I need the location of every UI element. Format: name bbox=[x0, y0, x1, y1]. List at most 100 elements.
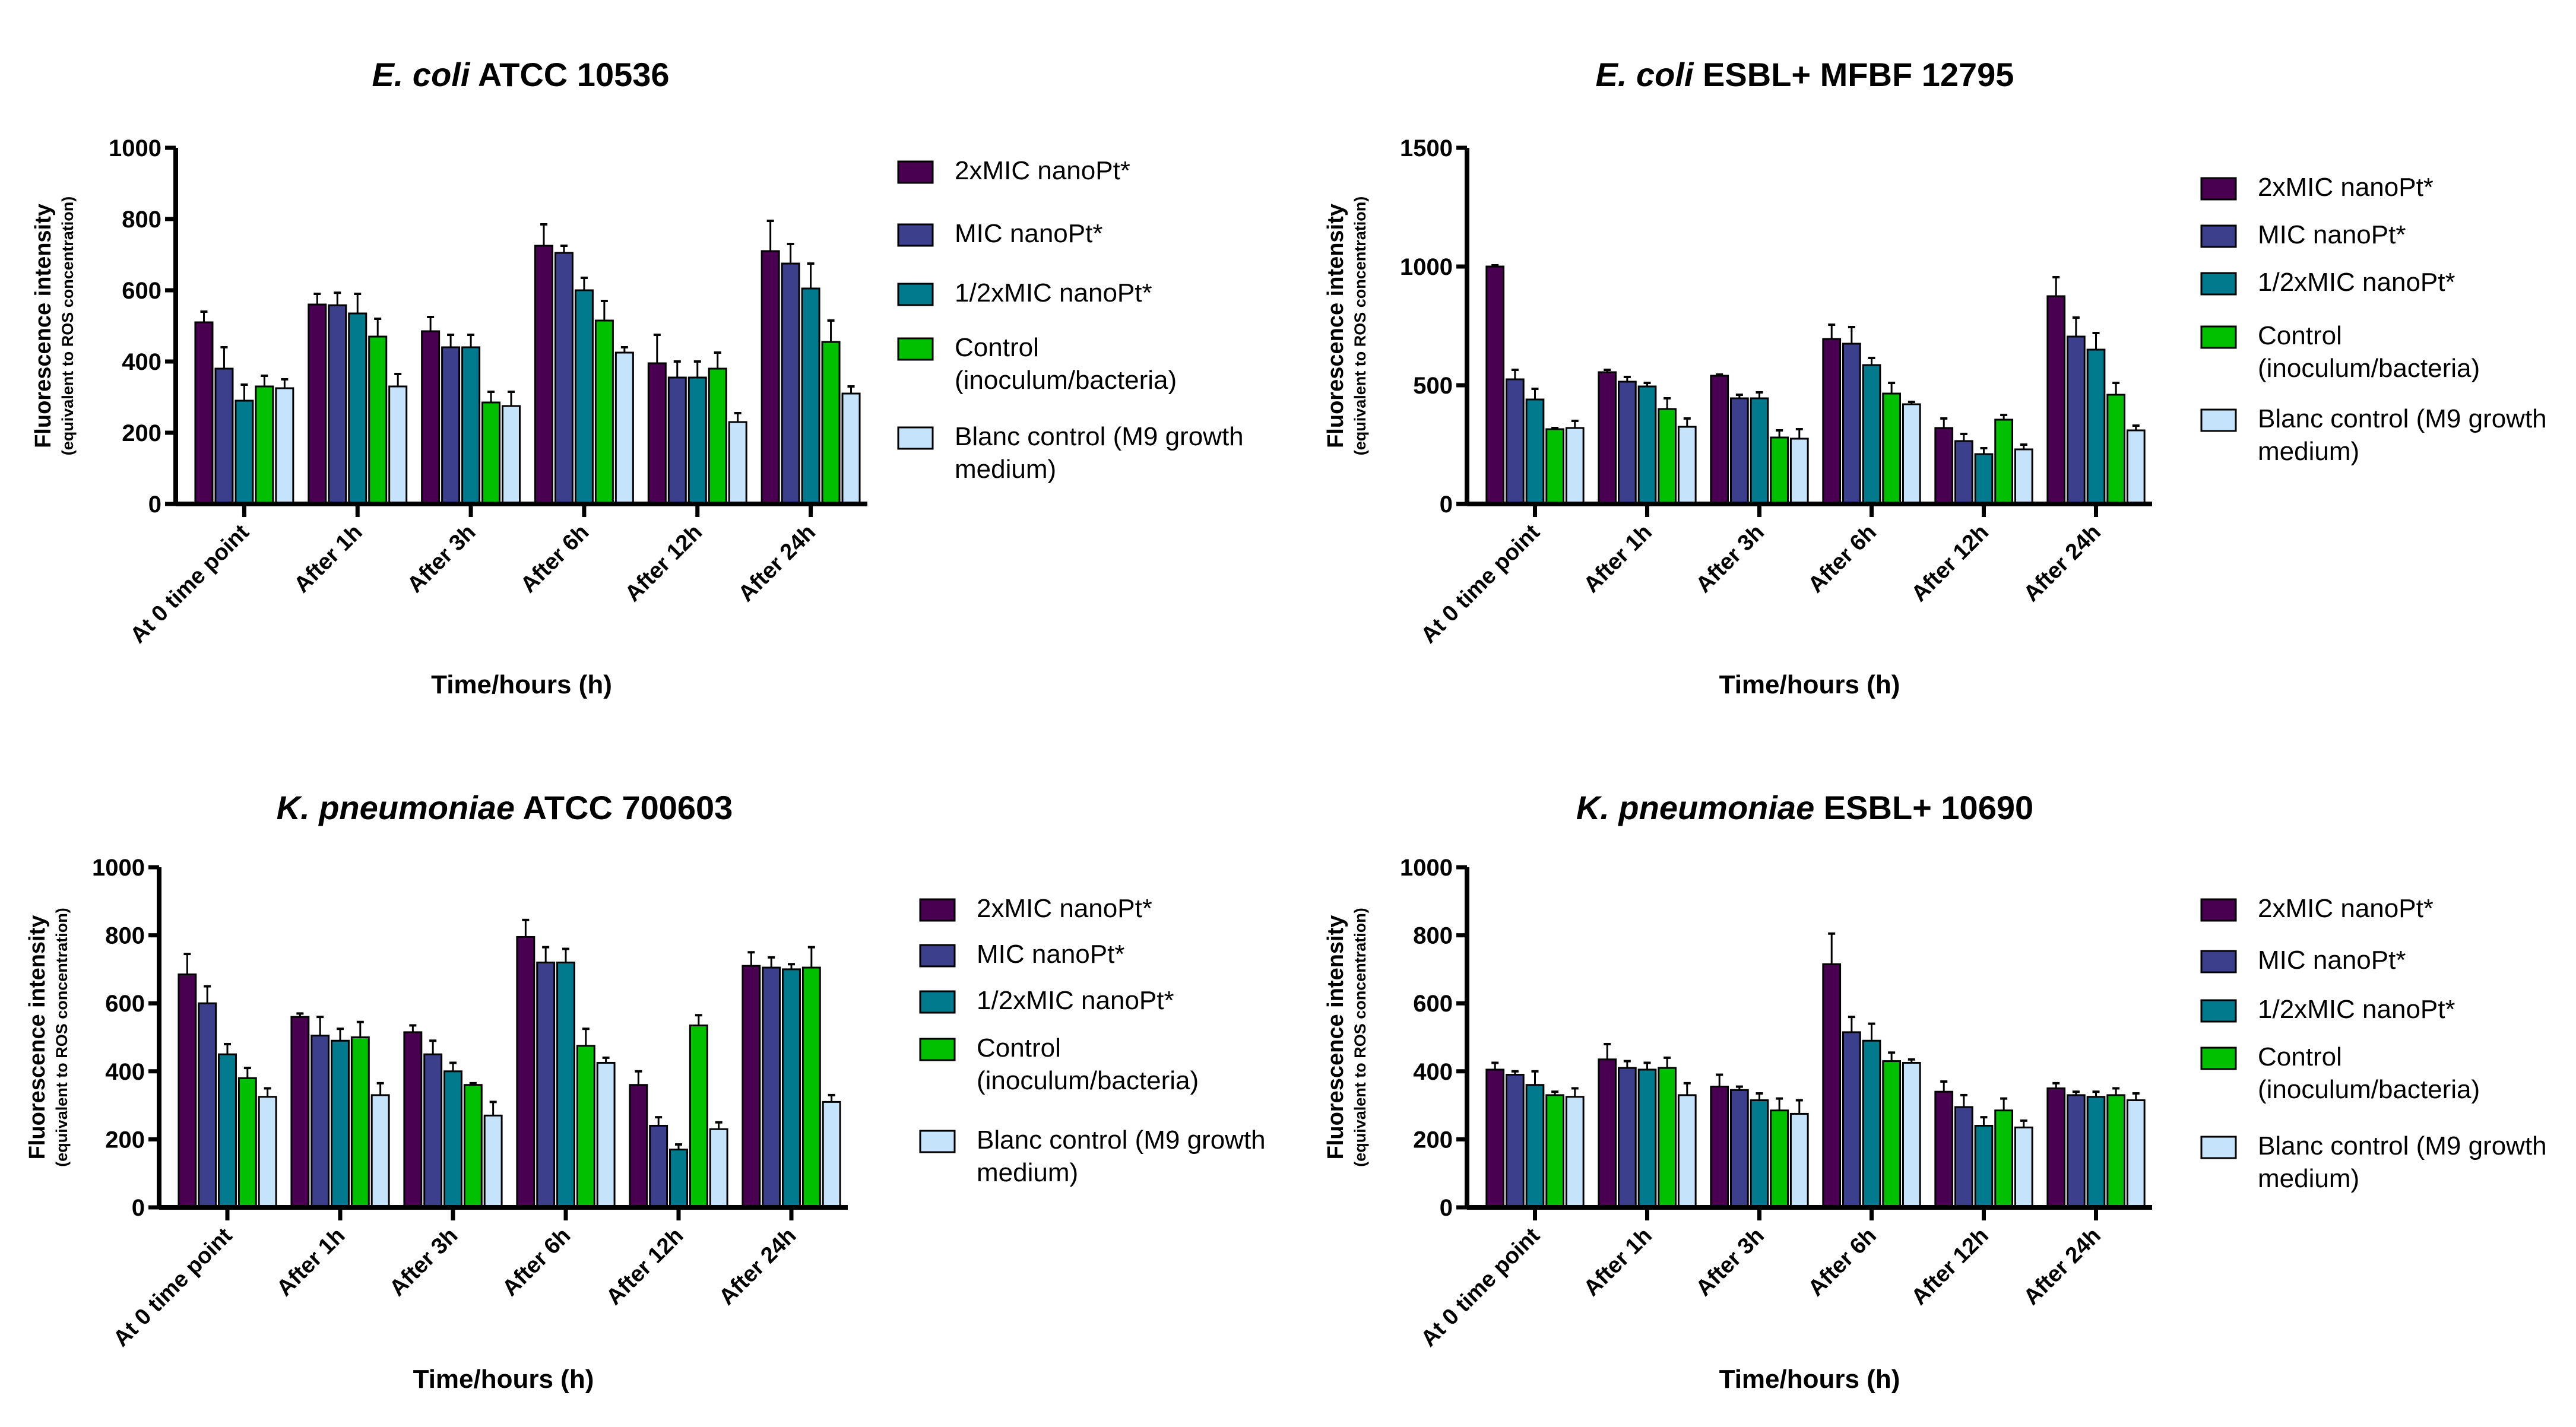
y-tick-label: 600 bbox=[1413, 991, 1453, 1017]
bar bbox=[1789, 437, 1809, 505]
legend-swatch bbox=[2200, 1136, 2237, 1159]
legend-label: 2xMIC nanoPt* bbox=[955, 156, 1130, 185]
legend-label: Blanc control (M9 growth bbox=[977, 1125, 1266, 1155]
y-tick-label: 200 bbox=[122, 420, 161, 446]
legend-label: Control bbox=[2258, 1042, 2342, 1071]
bar bbox=[1505, 378, 1525, 505]
bar bbox=[194, 321, 214, 505]
bar bbox=[594, 319, 614, 505]
title-italic: K. pneumoniae bbox=[1576, 789, 1814, 826]
bar bbox=[1598, 371, 1617, 505]
bar bbox=[1974, 453, 1994, 505]
bar bbox=[441, 346, 461, 505]
bar bbox=[388, 385, 408, 505]
bar bbox=[1545, 428, 1565, 505]
bar bbox=[178, 973, 197, 1209]
legend-swatch bbox=[2200, 325, 2237, 349]
x-tick-label: At 0 time point bbox=[125, 519, 254, 648]
bar bbox=[1934, 1090, 1954, 1209]
bar bbox=[2014, 1126, 2033, 1209]
x-tick-label: After 24h bbox=[2019, 520, 2106, 607]
chart-title: K. pneumoniae ESBL+ 10690 bbox=[1576, 789, 2033, 826]
bar bbox=[554, 252, 573, 505]
title-italic: E. coli bbox=[372, 56, 470, 93]
y-axis-sublabel: (equivalent to ROS concentration) bbox=[1351, 908, 1369, 1167]
bar bbox=[2066, 1094, 2086, 1209]
bar bbox=[1617, 1067, 1637, 1209]
bar bbox=[1902, 1061, 1921, 1209]
bar bbox=[1710, 375, 1729, 505]
legend-label: Blanc control (M9 growth bbox=[2258, 404, 2547, 433]
bar bbox=[708, 367, 727, 505]
bar bbox=[1882, 392, 1902, 505]
bar bbox=[1637, 385, 1657, 505]
chart-2: E. coli ESBL+ MFBF 12795 Fluorescence int… bbox=[1323, 56, 2547, 699]
x-tick-label: At 0 time point bbox=[1417, 1223, 1545, 1352]
legend-swatch bbox=[2200, 1047, 2237, 1070]
x-tick-label: After 1h bbox=[1579, 1223, 1657, 1301]
bar bbox=[1485, 265, 1505, 505]
bar bbox=[821, 341, 841, 505]
bar bbox=[1710, 1086, 1729, 1209]
bar bbox=[2066, 335, 2086, 505]
legend-label: (inoculum/bacteria) bbox=[955, 366, 1177, 395]
bar bbox=[1637, 1068, 1657, 1209]
chart-4: K. pneumoniae ESBL+ 10690 Fluorescence in… bbox=[1323, 789, 2547, 1394]
x-tick-label: After 12h bbox=[601, 1223, 688, 1310]
bar bbox=[1545, 1094, 1565, 1209]
bar bbox=[1862, 1039, 1881, 1209]
x-tick-label: After 1h bbox=[289, 520, 367, 598]
y-tick-label: 400 bbox=[122, 349, 161, 375]
bar bbox=[647, 362, 667, 505]
y-tick-label: 1000 bbox=[92, 855, 145, 881]
x-tick-label: After 3h bbox=[403, 520, 480, 598]
title-rest: ATCC 700603 bbox=[515, 789, 733, 826]
bar bbox=[516, 936, 536, 1209]
bar bbox=[536, 961, 556, 1209]
y-tick-label: 600 bbox=[105, 991, 145, 1017]
legend-label: Control bbox=[2258, 321, 2342, 350]
y-tick-label: 1000 bbox=[1400, 254, 1453, 280]
y-tick-label: 1500 bbox=[1400, 135, 1453, 161]
legend-label: medium) bbox=[2258, 437, 2359, 466]
x-tick-label: At 0 time point bbox=[109, 1223, 237, 1352]
x-axis-label: Time/hours (h) bbox=[1719, 670, 1900, 699]
bar bbox=[308, 303, 327, 505]
legend: 2xMIC nanoPt* MIC nanoPt* 1/2xMIC nanoPt* C… bbox=[2200, 173, 2547, 466]
x-tick-label: After 24h bbox=[2019, 1223, 2106, 1310]
x-tick-label: After 24h bbox=[734, 520, 820, 607]
title-italic: K. pneumoniae bbox=[277, 789, 515, 826]
y-axis-label: Fluorescence intensity bbox=[1323, 204, 1348, 448]
bar bbox=[728, 421, 747, 505]
legend: 2xMIC nanoPt* MIC nanoPt* 1/2xMIC nanoPt* C… bbox=[919, 894, 1266, 1187]
y-tick-label: 200 bbox=[105, 1127, 145, 1153]
legend-swatch bbox=[919, 990, 956, 1014]
bar bbox=[2106, 394, 2126, 505]
bar bbox=[1934, 427, 1954, 505]
bar bbox=[1525, 398, 1545, 505]
legend-label: medium) bbox=[955, 455, 1056, 484]
x-tick-label: After 3h bbox=[1691, 520, 1769, 598]
bar bbox=[368, 335, 388, 505]
y-axis-sublabel: (equivalent to ROS concentration) bbox=[59, 196, 77, 456]
legend-label: 1/2xMIC nanoPt* bbox=[2258, 268, 2455, 297]
y-tick-label: 800 bbox=[105, 923, 145, 949]
bar bbox=[781, 262, 800, 505]
bar bbox=[1658, 408, 1677, 505]
bar bbox=[1677, 426, 1697, 505]
legend-label: 2xMIC nanoPt* bbox=[2258, 894, 2434, 923]
legend-label: 2xMIC nanoPt* bbox=[2258, 173, 2434, 202]
x-tick-label: After 6h bbox=[1804, 1223, 1881, 1301]
legend-label: Blanc control (M9 growth bbox=[2258, 1131, 2547, 1160]
bar bbox=[1902, 403, 1921, 505]
bar bbox=[822, 1101, 841, 1209]
x-axis-label: Time/hours (h) bbox=[413, 1365, 594, 1394]
x-tick-label: After 12h bbox=[1907, 520, 1994, 607]
bar bbox=[1822, 338, 1842, 505]
bar bbox=[1954, 1106, 1973, 1209]
y-tick-label: 0 bbox=[1440, 491, 1453, 518]
bar bbox=[370, 1094, 390, 1209]
legend-label: Blanc control (M9 growth bbox=[955, 422, 1244, 451]
bar bbox=[761, 250, 780, 505]
